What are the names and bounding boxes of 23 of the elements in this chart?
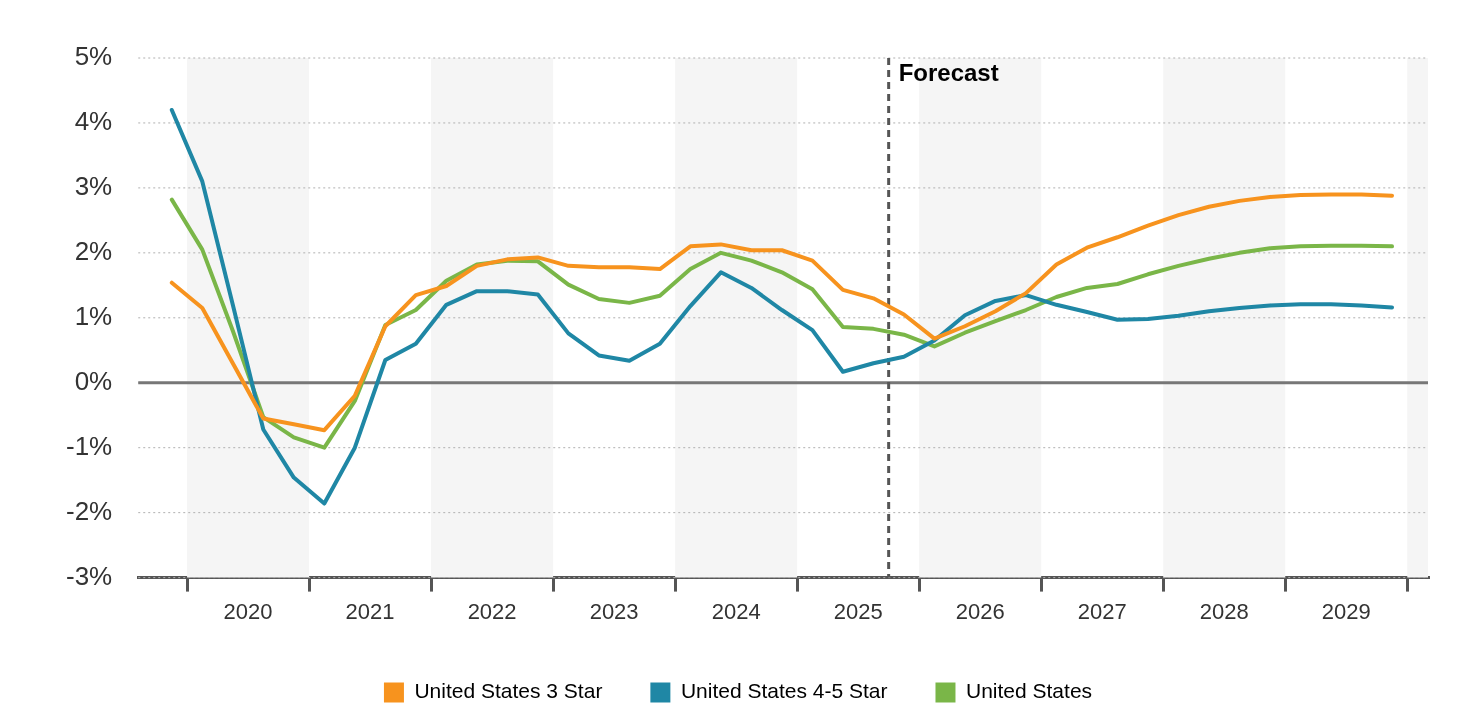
y-tick-label: 2%: [74, 236, 113, 267]
x-tick-label: 2025: [833, 598, 883, 624]
legend-label: United States 4-5 Star: [680, 679, 888, 703]
y-tick-label: 1%: [74, 300, 113, 331]
x-tick-label: 2021: [345, 598, 395, 624]
y-tick-label: 3%: [74, 171, 113, 202]
y-tick-label: -1%: [65, 430, 113, 461]
x-tick-label: 2028: [1199, 598, 1249, 624]
legend-label: United States: [965, 679, 1093, 703]
y-tick-label: 5%: [74, 41, 113, 72]
legend-label: United States 3 Star: [414, 679, 603, 703]
x-tick-label: 2024: [711, 598, 761, 624]
x-tick-label: 2029: [1321, 598, 1371, 624]
y-tick-label: 4%: [74, 106, 113, 137]
y-tick-label: -3%: [65, 560, 113, 591]
x-tick-label: 2020: [223, 598, 273, 624]
ref-line-label: Forecast: [898, 58, 999, 86]
x-tick-label: 2027: [1077, 598, 1127, 624]
y-tick-label: 0%: [74, 365, 113, 396]
x-tick-label: 2022: [467, 598, 517, 624]
x-tick-label: 2026: [955, 598, 1005, 624]
y-tick-label: -2%: [65, 495, 113, 526]
x-tick-label: 2023: [589, 598, 639, 624]
